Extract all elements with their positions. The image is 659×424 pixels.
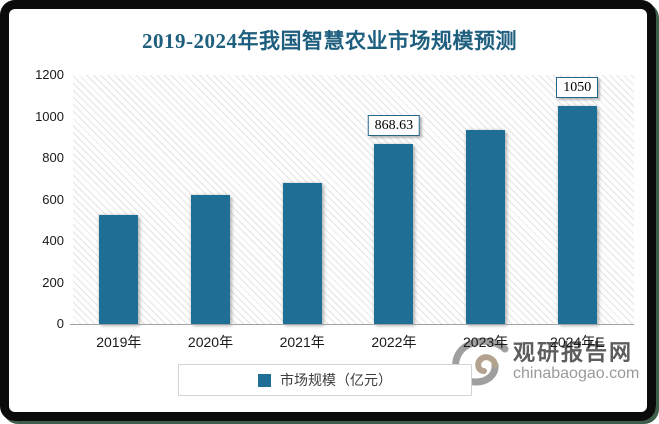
plot-background — [73, 75, 634, 324]
legend: 市场规模（亿元） — [178, 364, 472, 396]
bar — [191, 195, 230, 324]
y-tick-label: 1000 — [35, 108, 64, 124]
watermark-text: 观研报告网 chinabaogao.com — [513, 341, 639, 383]
plot-area: 868.63 1050 — [73, 75, 634, 324]
x-tick-label: 2019年 — [96, 334, 142, 350]
y-tick-label: 400 — [42, 233, 64, 248]
bar — [282, 182, 322, 324]
y-tick-label: 1200 — [35, 67, 64, 82]
y-tick-label: 600 — [42, 191, 64, 207]
legend-label: 市场规模（亿元） — [280, 372, 392, 388]
bar — [557, 106, 597, 324]
bar — [374, 143, 414, 324]
x-tick-label: 2022年 — [371, 334, 417, 350]
x-axis-line — [70, 324, 634, 325]
chart-title: 2019-2024年我国智慧农业市场规模预测 — [142, 29, 517, 53]
data-label: 1050 — [556, 77, 599, 99]
x-tick-label: 2024年E — [550, 334, 605, 350]
watermark-site-name: 观研报告网 — [513, 340, 634, 365]
y-tick-label: 800 — [42, 150, 64, 165]
x-tick-label: 2020年 — [187, 334, 234, 350]
x-tick-label: 2023年 — [463, 334, 509, 350]
bar — [466, 130, 506, 324]
data-label: 868.63 — [367, 114, 421, 136]
watermark-site-url: chinabaogao.com — [513, 365, 640, 382]
y-tick-label: 0 — [56, 316, 64, 331]
legend-swatch-icon — [258, 373, 271, 387]
x-tick-label: 2021年 — [279, 334, 325, 350]
y-tick-label: 200 — [42, 274, 64, 290]
bar — [99, 215, 139, 324]
